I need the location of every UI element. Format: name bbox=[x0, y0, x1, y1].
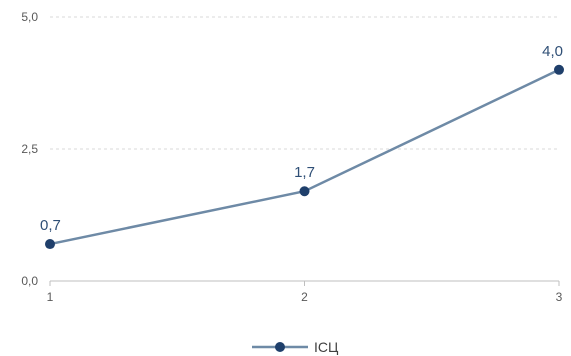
series-line bbox=[49, 68, 560, 246]
series-layer bbox=[45, 64, 564, 250]
y-tick-label: 2,5 bbox=[21, 142, 38, 156]
data-label: 0,7 bbox=[40, 217, 61, 234]
data-point bbox=[299, 186, 310, 197]
x-tick-label: 1 bbox=[47, 290, 54, 304]
legend-series-label: ІСЦ bbox=[314, 339, 339, 355]
axis-layer: 0,0 2,5 5,0 1 2 3 bbox=[21, 10, 562, 304]
x-tick-label: 3 bbox=[556, 290, 563, 304]
data-label-layer: 0,7 1,7 4,0 bbox=[40, 43, 563, 234]
y-tick-label: 5,0 bbox=[21, 10, 38, 24]
data-label: 4,0 bbox=[542, 43, 563, 60]
legend: ІСЦ bbox=[252, 339, 339, 355]
legend-marker bbox=[275, 342, 285, 352]
data-point bbox=[45, 239, 55, 250]
grid-layer bbox=[50, 16, 559, 150]
data-label: 1,7 bbox=[294, 164, 315, 181]
x-tick-label: 2 bbox=[301, 290, 308, 304]
y-tick-label: 0,0 bbox=[21, 274, 38, 288]
data-point bbox=[554, 64, 564, 75]
